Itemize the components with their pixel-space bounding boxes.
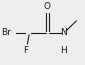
Text: H: H xyxy=(60,46,67,55)
Text: N: N xyxy=(60,28,67,38)
Text: Br: Br xyxy=(2,28,11,38)
Text: O: O xyxy=(44,2,51,11)
Text: F: F xyxy=(24,46,29,55)
